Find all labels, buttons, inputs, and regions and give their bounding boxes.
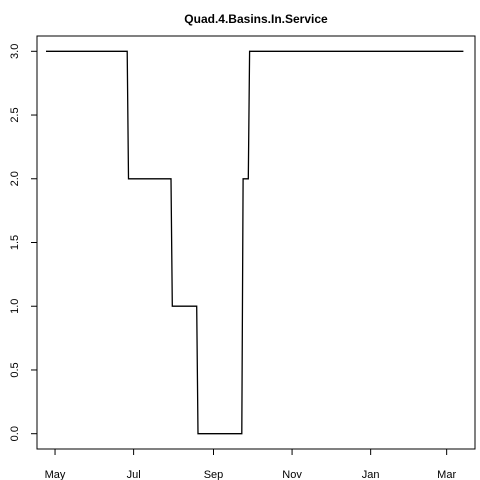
x-tick-label-0: May: [45, 469, 66, 480]
y-tick-label-0: 0.0: [9, 426, 21, 441]
x-tick-label-3: Nov: [282, 469, 302, 480]
chart-title: Quad.4.Basins.In.Service: [184, 12, 328, 26]
y-tick-label-1: 0.5: [9, 362, 21, 377]
x-tick-label-4: Jan: [362, 469, 380, 480]
x-tick-label-1: Jul: [127, 469, 141, 480]
y-tick-label-5: 2.5: [9, 107, 21, 122]
x-tick-label-2: Sep: [204, 469, 224, 480]
y-axis: 0.0 0.5 1.0 1.5 2.0 2.5 3.0: [9, 44, 37, 441]
x-tick-label-5: Mar: [437, 469, 456, 480]
y-tick-label-6: 3.0: [9, 44, 21, 59]
y-tick-label-4: 2.0: [9, 171, 21, 186]
x-axis: May Jul Sep Nov Jan Mar: [45, 449, 456, 480]
plot-frame: [36, 35, 476, 450]
y-tick-label-3: 1.5: [9, 235, 21, 250]
y-tick-label-2: 1.0: [9, 299, 21, 314]
series-line-0: [46, 50, 464, 435]
series-layer: [46, 50, 464, 435]
